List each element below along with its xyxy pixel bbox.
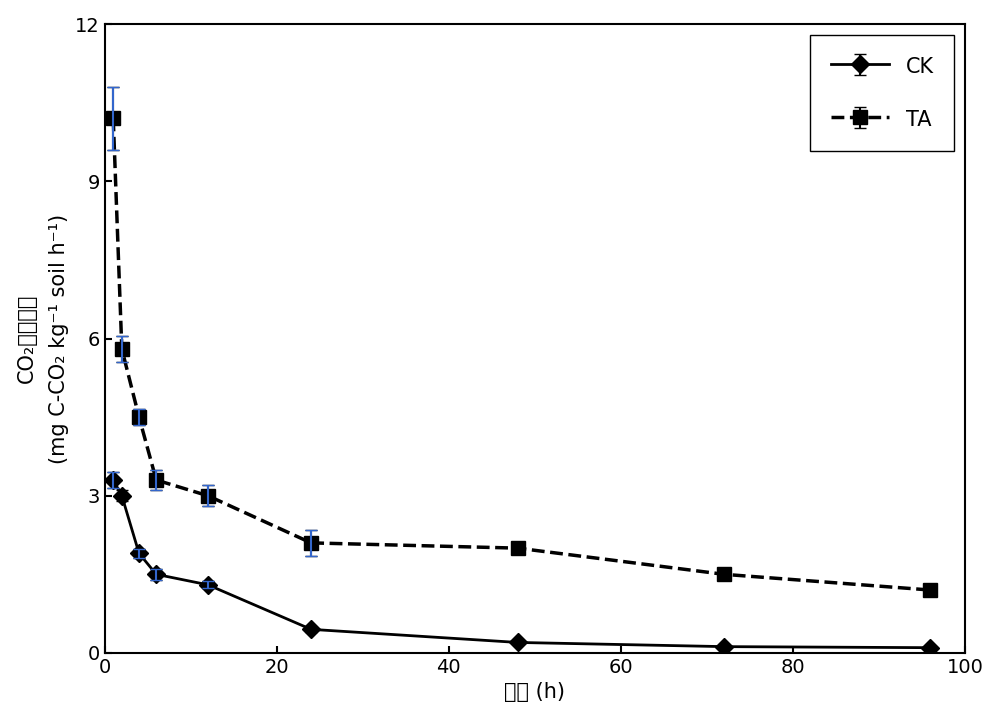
X-axis label: 时间 (h): 时间 (h)	[504, 682, 565, 702]
Y-axis label: CO₂释放速率
(mg C-CO₂ kg⁻¹ soil h⁻¹): CO₂释放速率 (mg C-CO₂ kg⁻¹ soil h⁻¹)	[17, 214, 69, 464]
Legend: CK, TA: CK, TA	[810, 35, 954, 151]
